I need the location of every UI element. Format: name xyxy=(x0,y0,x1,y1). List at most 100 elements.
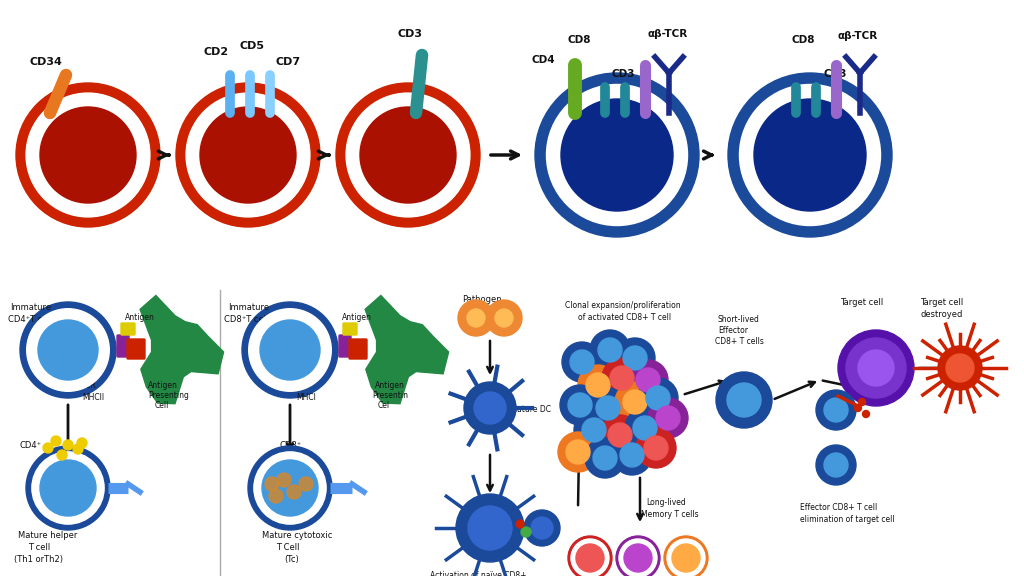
Circle shape xyxy=(516,520,524,528)
Circle shape xyxy=(585,438,625,478)
Text: Mature helper: Mature helper xyxy=(18,531,78,540)
Circle shape xyxy=(248,446,332,530)
Circle shape xyxy=(176,83,319,227)
Circle shape xyxy=(608,423,632,447)
Circle shape xyxy=(51,436,61,446)
Polygon shape xyxy=(366,295,449,404)
Text: (Th1 orTh2): (Th1 orTh2) xyxy=(14,555,63,564)
Circle shape xyxy=(287,485,301,499)
Circle shape xyxy=(456,494,524,562)
Text: Antigen: Antigen xyxy=(375,381,404,390)
Circle shape xyxy=(568,393,592,417)
Circle shape xyxy=(728,73,892,237)
Circle shape xyxy=(858,350,894,386)
Circle shape xyxy=(32,452,104,524)
Circle shape xyxy=(40,107,136,203)
Circle shape xyxy=(816,445,856,485)
Text: CD4⁺: CD4⁺ xyxy=(20,441,42,450)
Circle shape xyxy=(644,436,668,460)
Text: TCR: TCR xyxy=(296,381,310,390)
Circle shape xyxy=(566,440,590,464)
Circle shape xyxy=(186,93,310,217)
Circle shape xyxy=(612,435,652,475)
Text: Clonal expansion/proliferation: Clonal expansion/proliferation xyxy=(565,301,681,310)
Polygon shape xyxy=(140,295,223,404)
Circle shape xyxy=(858,399,865,406)
Text: Memory T cells: Memory T cells xyxy=(641,510,698,519)
Text: Effector CD8+ T cell: Effector CD8+ T cell xyxy=(800,503,878,512)
FancyBboxPatch shape xyxy=(343,323,357,335)
FancyBboxPatch shape xyxy=(339,335,351,357)
Circle shape xyxy=(260,320,319,380)
Circle shape xyxy=(262,460,318,516)
Text: Antigen: Antigen xyxy=(148,381,178,390)
Text: Mature cytotoxic: Mature cytotoxic xyxy=(262,531,333,540)
Circle shape xyxy=(739,85,881,226)
Circle shape xyxy=(615,382,655,422)
Circle shape xyxy=(77,438,87,448)
Circle shape xyxy=(254,452,326,524)
Circle shape xyxy=(57,450,67,460)
Circle shape xyxy=(524,510,560,546)
Circle shape xyxy=(716,372,772,428)
Circle shape xyxy=(633,416,657,440)
Text: CD2: CD2 xyxy=(203,47,228,57)
Text: CD5: CD5 xyxy=(240,41,265,51)
Circle shape xyxy=(625,408,665,448)
Circle shape xyxy=(73,444,83,454)
Circle shape xyxy=(495,309,513,327)
Circle shape xyxy=(596,396,620,420)
Text: Immature: Immature xyxy=(10,303,51,312)
Circle shape xyxy=(575,544,604,572)
Text: Target cell: Target cell xyxy=(921,298,964,307)
Text: CD8+ T cells: CD8+ T cells xyxy=(715,337,764,346)
Circle shape xyxy=(648,398,688,438)
Circle shape xyxy=(588,388,628,428)
Circle shape xyxy=(265,477,279,491)
Circle shape xyxy=(570,350,594,374)
Circle shape xyxy=(598,338,622,362)
Circle shape xyxy=(558,432,598,472)
Circle shape xyxy=(582,418,606,442)
Circle shape xyxy=(531,517,553,539)
Text: CD8⁺: CD8⁺ xyxy=(280,441,302,450)
Circle shape xyxy=(610,366,634,390)
Circle shape xyxy=(535,73,699,237)
Circle shape xyxy=(667,539,705,576)
Circle shape xyxy=(26,446,110,530)
Circle shape xyxy=(560,385,600,425)
Circle shape xyxy=(727,383,761,417)
Circle shape xyxy=(590,330,630,370)
Circle shape xyxy=(547,85,687,226)
Circle shape xyxy=(754,99,866,211)
Circle shape xyxy=(20,302,116,398)
Text: Antigen: Antigen xyxy=(125,313,155,322)
Text: Target cell: Target cell xyxy=(840,298,884,307)
Text: CD4⁺T cell: CD4⁺T cell xyxy=(8,315,52,324)
Circle shape xyxy=(360,107,456,203)
Text: Pathogen: Pathogen xyxy=(462,295,502,304)
Circle shape xyxy=(846,338,906,398)
Circle shape xyxy=(616,536,660,576)
Text: MHCII: MHCII xyxy=(82,393,104,402)
Circle shape xyxy=(636,428,676,468)
Text: Immature: Immature xyxy=(228,303,269,312)
Circle shape xyxy=(16,83,160,227)
Circle shape xyxy=(600,415,640,455)
Circle shape xyxy=(946,354,974,382)
Text: CD34: CD34 xyxy=(30,57,62,67)
FancyBboxPatch shape xyxy=(121,323,135,335)
Text: CD8: CD8 xyxy=(567,35,591,45)
Text: TCR: TCR xyxy=(82,381,96,390)
Circle shape xyxy=(628,360,668,400)
Text: Effector: Effector xyxy=(718,326,748,335)
Circle shape xyxy=(242,302,338,398)
Text: Cell: Cell xyxy=(155,401,169,410)
Text: αβ-TCR: αβ-TCR xyxy=(647,29,687,39)
Circle shape xyxy=(458,300,494,336)
FancyBboxPatch shape xyxy=(349,339,367,359)
Circle shape xyxy=(468,506,512,550)
Circle shape xyxy=(638,378,678,418)
Text: CD3: CD3 xyxy=(824,69,848,79)
Text: Short-lived: Short-lived xyxy=(718,315,760,324)
